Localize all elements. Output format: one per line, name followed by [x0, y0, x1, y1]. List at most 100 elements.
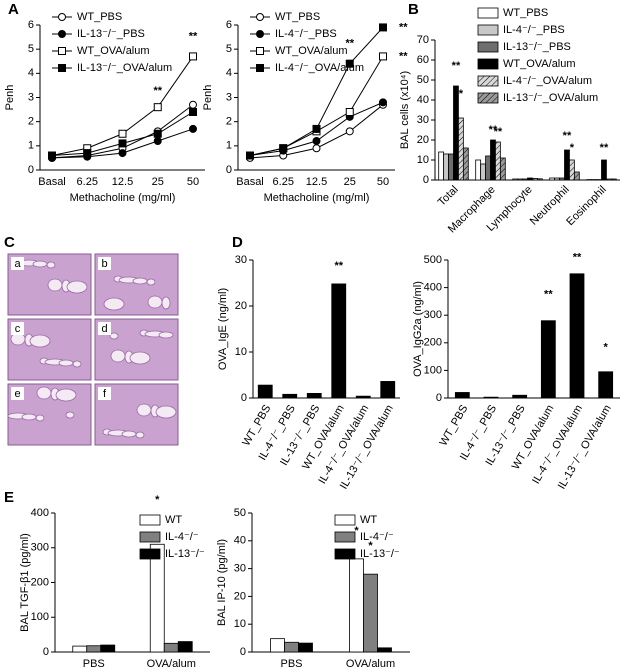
- y-tick-label: 4: [226, 67, 232, 79]
- x-tick-label: PBS: [280, 658, 302, 669]
- significance: **: [399, 21, 408, 33]
- panel-label: A: [8, 1, 19, 18]
- y-tick-label: 2: [28, 116, 34, 128]
- airspace: [58, 359, 74, 367]
- airspace: [110, 349, 126, 363]
- airspace: [29, 334, 51, 348]
- data-point: [279, 144, 288, 153]
- y-tick-label: 20: [234, 590, 246, 602]
- data-point: [153, 137, 162, 145]
- bar: [349, 558, 364, 653]
- legend-swatch: [334, 548, 356, 560]
- bar: [284, 641, 299, 653]
- bar: [540, 320, 556, 399]
- legend-marker: [58, 13, 66, 21]
- y-tick-label: 200: [31, 576, 49, 588]
- airspace: [147, 295, 163, 309]
- x-tick-label: 12.5: [112, 176, 133, 188]
- y-tick-label: 70: [417, 34, 429, 46]
- y-tick-label: 6: [28, 19, 34, 31]
- y-tick-label: 400: [424, 282, 442, 294]
- airspace: [158, 331, 174, 339]
- bar: [569, 273, 585, 399]
- x-tick-label: 6.25: [273, 176, 294, 188]
- legend-swatch: [139, 531, 161, 543]
- legend-swatch: [477, 41, 499, 53]
- legend-label: IL-13⁻/⁻_OVA/alum: [503, 92, 598, 104]
- airspace: [136, 403, 152, 417]
- legend-label: WT_PBS: [275, 11, 320, 23]
- y-tick-label: 5: [226, 43, 232, 55]
- micrograph-label-bg: [11, 322, 24, 335]
- data-point: [83, 149, 92, 158]
- bar: [527, 177, 533, 181]
- significance: **: [489, 124, 498, 136]
- data-point: [153, 103, 162, 112]
- data-point: [379, 52, 387, 61]
- y-tick-label: 100: [424, 364, 442, 376]
- bar-hatch: [458, 118, 464, 180]
- x-tick-label: PBS: [83, 658, 105, 669]
- y-tick-label: 0: [240, 646, 246, 658]
- bar-hatch: [532, 178, 538, 180]
- legend-label: IL-4⁻/⁻_PBS: [503, 24, 565, 36]
- airspace: [21, 413, 37, 421]
- significance: **: [345, 38, 354, 50]
- x-tick-label: 6.25: [77, 176, 98, 188]
- legend-hatch: [478, 76, 498, 86]
- micrograph-label: f: [103, 388, 107, 400]
- significance: *: [570, 142, 575, 154]
- legend-label: WT: [360, 514, 377, 526]
- airspace: [65, 411, 75, 419]
- bar: [298, 642, 313, 653]
- y-tick-label: 4: [28, 67, 34, 79]
- legend-label: IL-13⁻/⁻_PBS: [77, 28, 145, 40]
- bar: [149, 543, 165, 653]
- significance: *: [604, 342, 609, 354]
- x-tick-label: Eosinophil: [564, 184, 608, 228]
- legend-hatch: [478, 93, 498, 103]
- y-tick-label: 3: [226, 91, 232, 103]
- micrograph-label: a: [14, 258, 21, 270]
- data-point: [312, 137, 321, 145]
- legend-swatch: [477, 58, 499, 70]
- bar: [480, 163, 486, 181]
- x-tick-label: OVA/alum: [147, 658, 196, 669]
- y-tick-label: 200: [424, 337, 442, 349]
- data-point: [312, 144, 321, 153]
- legend-marker: [256, 47, 264, 55]
- y-tick-label: 400: [31, 507, 49, 519]
- legend-label: WT_OVA/alum: [503, 58, 576, 70]
- airspace: [132, 277, 148, 285]
- bar-hatch: [463, 148, 469, 180]
- bar: [306, 392, 322, 399]
- bar: [380, 381, 396, 399]
- data-point: [379, 23, 387, 32]
- legend-label: WT_PBS: [77, 11, 122, 23]
- y-tick-label: 0: [226, 164, 232, 176]
- x-axis-label: Methacholine (mg/ml): [70, 192, 176, 204]
- legend-swatch: [139, 548, 161, 560]
- bar: [331, 283, 347, 399]
- y-tick-label: 1: [226, 140, 232, 152]
- legend-marker: [58, 64, 66, 72]
- airspace: [135, 431, 145, 439]
- y-tick-label: 40: [234, 535, 246, 547]
- x-tick-label: IL-13⁻/⁻_OVA/alum: [556, 403, 614, 491]
- significance: **: [544, 289, 553, 301]
- airspace: [103, 297, 125, 311]
- significance: **: [563, 130, 572, 142]
- y-axis-label: Penh: [202, 85, 214, 111]
- y-tick-label: 300: [31, 542, 49, 554]
- significance: **: [153, 85, 162, 97]
- bar: [454, 392, 470, 399]
- airspace: [35, 414, 45, 422]
- x-tick-label: 50: [377, 176, 389, 188]
- y-axis-label: OVA_IgG2a (ng/ml): [412, 281, 424, 377]
- data-point: [189, 100, 197, 109]
- data-point: [153, 129, 162, 138]
- legend-label: IL-13⁻/⁻_PBS: [503, 41, 571, 53]
- y-tick-label: 5: [28, 43, 34, 55]
- micrograph-label: b: [101, 258, 107, 270]
- airspace: [121, 430, 137, 438]
